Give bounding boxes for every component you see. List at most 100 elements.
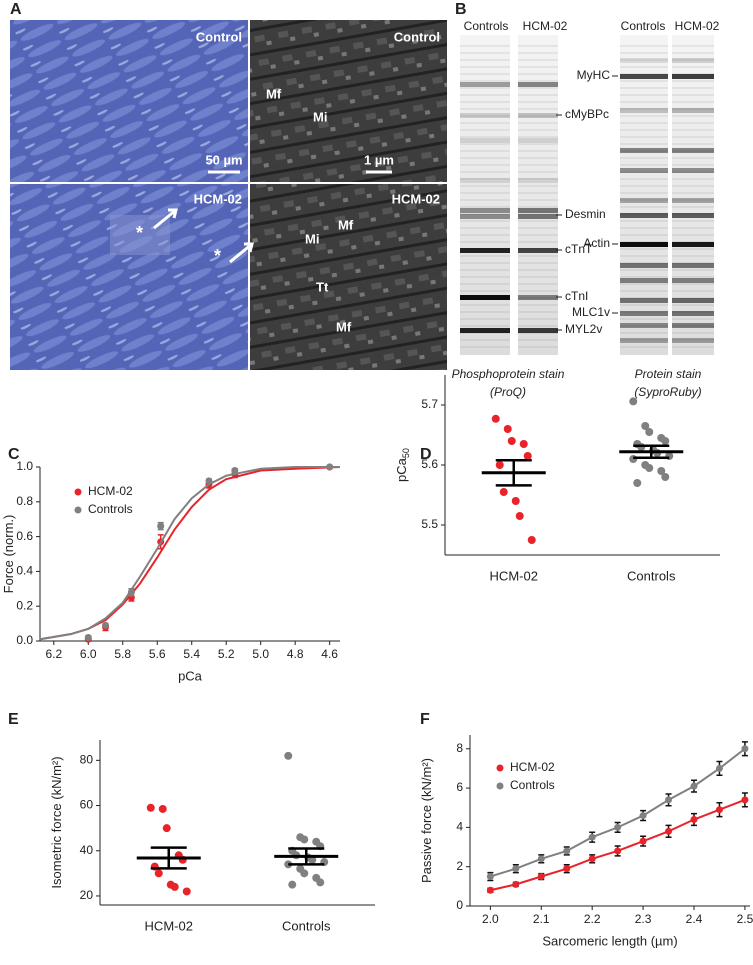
gel-band (620, 171, 668, 173)
gel-band (460, 82, 510, 87)
gel-band (672, 325, 714, 327)
gel-band (672, 311, 714, 316)
data-point (639, 812, 647, 820)
structure-label: Tt (316, 279, 329, 294)
gel-band (460, 262, 510, 264)
gel-band (518, 136, 558, 138)
gel-lane (672, 35, 714, 355)
x-tick-label: 2.1 (533, 912, 550, 926)
data-point (157, 522, 165, 530)
gel-band (460, 150, 510, 152)
data-point (715, 764, 723, 772)
data-point (162, 824, 171, 833)
gel-band (518, 346, 558, 348)
band-label: cTnI (565, 289, 588, 303)
gel-band (672, 168, 714, 173)
gel-band (620, 164, 668, 166)
gel-band (620, 150, 668, 152)
gel-band (672, 157, 714, 159)
data-point (665, 796, 673, 804)
gel-band (460, 94, 510, 96)
asterisk: * (136, 223, 143, 243)
x-tick-label: HCM-02 (490, 568, 538, 583)
y-tick-label: 2 (456, 859, 463, 873)
gel-band (518, 241, 558, 243)
gel-band (460, 80, 510, 82)
gel-band (620, 87, 668, 89)
y-tick-label: 6 (456, 780, 463, 794)
gel-band (620, 323, 668, 328)
gel-band (620, 66, 668, 68)
data-point (499, 488, 508, 496)
gel-band (672, 74, 714, 79)
arrow (153, 208, 178, 230)
fit-line (490, 798, 746, 892)
y-tick-label: 1.0 (16, 459, 33, 473)
x-tick-label: 2.2 (584, 912, 601, 926)
gel-band (518, 262, 558, 264)
data-point (614, 823, 622, 831)
x-tick-label: 2.4 (686, 912, 703, 926)
gel-band (518, 328, 558, 333)
data-point (158, 804, 167, 813)
gel-band (620, 255, 668, 257)
x-tick-label: 2.0 (482, 912, 499, 926)
gel-band (620, 45, 668, 47)
gel-band (672, 290, 714, 292)
x-tick-label: 6.0 (80, 647, 97, 661)
sem-bar (495, 458, 532, 487)
gel-band (672, 59, 714, 61)
x-tick-label: 5.4 (183, 647, 200, 661)
y-axis-label-text: pCa (394, 457, 409, 482)
gel-band (460, 87, 510, 89)
data-point (511, 497, 520, 505)
gel-band (518, 150, 558, 152)
data-point (641, 422, 650, 430)
structure-label: Mf (336, 319, 352, 334)
data-point (284, 751, 293, 760)
x-tick-label: Controls (282, 918, 331, 933)
x-tick-label: 4.8 (287, 647, 304, 661)
panel-letter: C (8, 446, 20, 463)
gel-band (460, 255, 510, 257)
data-point (316, 878, 325, 887)
gel-band (518, 185, 558, 187)
gel-band (672, 115, 714, 117)
gel-lane (460, 35, 510, 355)
gel-band (672, 318, 714, 320)
gel-band (518, 318, 558, 320)
gel-band (620, 311, 668, 313)
caption: Protein stain (635, 367, 702, 381)
gel-band (518, 290, 558, 292)
data-point (715, 806, 723, 814)
micrograph (250, 184, 447, 370)
gel-band (460, 304, 510, 306)
gel-band (620, 59, 668, 61)
gel-band (620, 248, 668, 250)
gel-band (518, 269, 558, 271)
gel-band (518, 113, 558, 118)
data-point (231, 466, 239, 474)
gel-band (460, 113, 510, 118)
structure-label: Mi (313, 109, 327, 124)
gel-band (518, 297, 558, 299)
y-tick-label: 0.6 (16, 529, 33, 543)
data-point (512, 865, 520, 873)
gel-band (460, 45, 510, 47)
gel-band (672, 304, 714, 306)
gel-band (460, 138, 510, 143)
gel-band (460, 290, 510, 292)
gel-band (518, 199, 558, 201)
gel-band (620, 136, 668, 138)
lane-label: Controls (464, 19, 509, 33)
gel-band (620, 242, 668, 247)
gel-band (460, 214, 510, 219)
gel-lane (620, 35, 668, 355)
gel-band (518, 115, 558, 117)
legend-marker (74, 488, 82, 496)
gel-band (460, 283, 510, 285)
data-point (657, 467, 666, 475)
data-point (563, 865, 571, 873)
gel-band (672, 339, 714, 341)
gel-band (620, 325, 668, 327)
